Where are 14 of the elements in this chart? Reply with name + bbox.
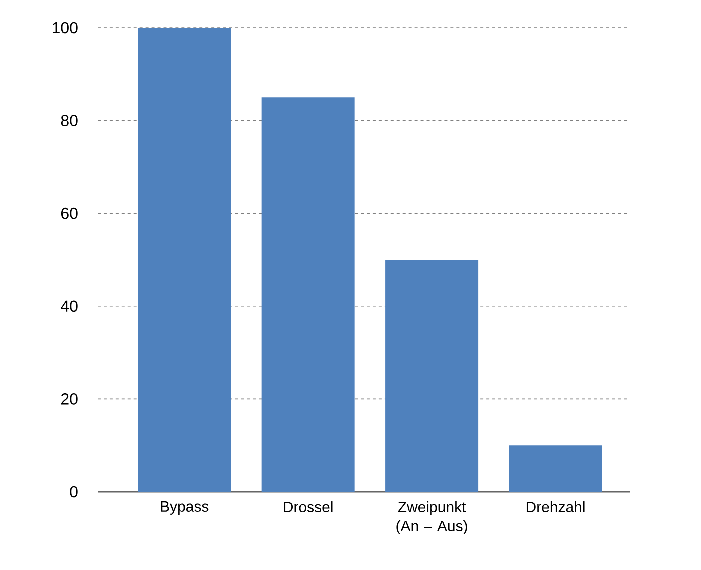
y-tick-label: 100: [52, 22, 78, 34]
bar: [262, 98, 355, 492]
y-tick-label: 60: [61, 208, 78, 220]
y-tick-label: 40: [61, 300, 78, 312]
bar: [386, 260, 479, 492]
y-tick-label: 0: [70, 486, 78, 498]
x-tick-label: Bypass: [161, 502, 209, 515]
bar: [138, 28, 232, 492]
y-tick-label: 80: [61, 115, 78, 126]
x-tick-label: Drossel: [284, 502, 333, 513]
y-tick-label: 20: [61, 394, 78, 405]
bar: [509, 446, 602, 492]
x-tick-label: Zweipunkt (An – Aus): [396, 502, 468, 535]
x-tick-label: Drehzahl: [526, 502, 585, 513]
